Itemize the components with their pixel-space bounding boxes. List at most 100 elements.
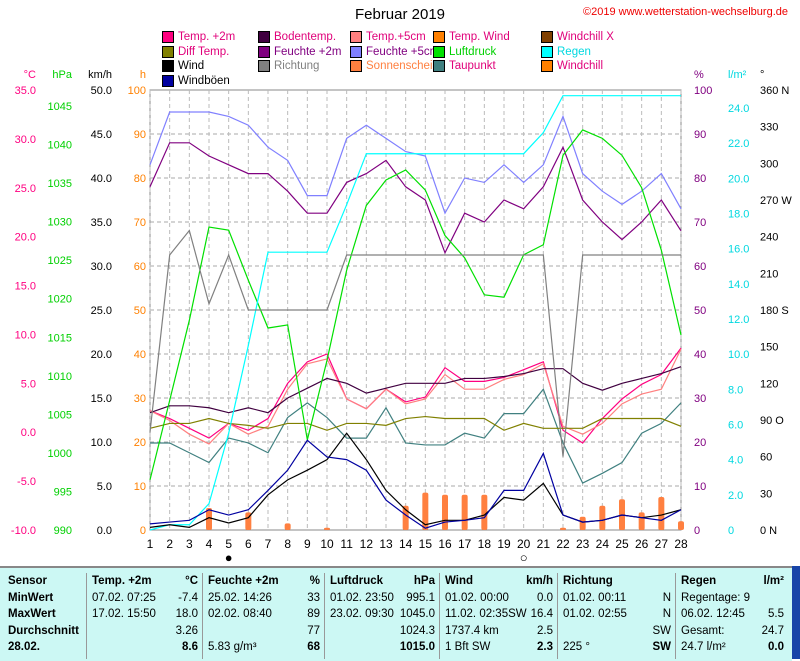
x-tick-label: 28 [674, 537, 688, 551]
sensor-label: 28.02. [8, 641, 40, 654]
stat-row: 77 [204, 623, 324, 640]
hours-tick-label: 50 [134, 305, 146, 317]
stat-value: 1045.0 [399, 608, 435, 621]
percent-tick-label: 80 [694, 173, 706, 185]
stat-label: 24.7 l/m² [681, 641, 726, 654]
sensor-label: MaxWert [8, 608, 56, 621]
x-tick-label: 19 [497, 537, 511, 551]
percent-tick-label: 0 [694, 525, 700, 537]
legend-label: Regen [557, 45, 591, 58]
rain-tick-label: 24.0 [728, 103, 749, 115]
stat-row: Wind km/h [441, 573, 557, 590]
stat-value: 1015.0 [399, 641, 435, 654]
kmh-tick-label: 5.0 [97, 481, 112, 493]
stat-block: Luftdruck hPa 01.02. 23:50 995.1 23.02. 09:3… [326, 573, 440, 659]
stat-value: 89 [307, 608, 320, 621]
copyright: ©2019 www.wetterstation-wechselburg.de [583, 6, 788, 18]
stat-label: 1737.4 km [445, 624, 499, 637]
kmh-tick-label: 0.0 [97, 525, 112, 537]
hpa-tick-label: 1035 [48, 178, 72, 190]
statistics-panel: Sensor MinWert MaxWert Durchschnitt 28.0… [0, 566, 792, 661]
x-tick-label: 22 [556, 537, 570, 551]
sunshine-bar [284, 523, 291, 530]
hpa-tick-label: 1040 [48, 140, 72, 152]
stat-label: 17.02. 15:50 [92, 608, 156, 621]
x-tick-label: 15 [419, 537, 433, 551]
stat-value: 8.6 [182, 641, 198, 654]
degrees-tick-label: 270 W [760, 195, 792, 207]
kmh-tick-label: 50.0 [91, 85, 112, 97]
percent-axis-label: % [694, 69, 704, 81]
kmh-tick-label: 45.0 [91, 129, 112, 141]
stat-label: 01.02. 23:50 [330, 591, 394, 604]
stat-value: hPa [413, 575, 435, 587]
stat-label: 11.02. 02:35SW [445, 608, 527, 621]
stat-row: Richtung [559, 573, 675, 590]
hours-tick-label: 80 [134, 173, 146, 185]
kmh-tick-label: 25.0 [91, 305, 112, 317]
stat-label: Luftdruck [330, 575, 384, 587]
legend-label: Luftdruck [449, 45, 497, 58]
hpa-tick-label: 1000 [48, 448, 72, 460]
degrees-tick-label: 120 [760, 378, 778, 390]
hours-tick-label: 60 [134, 261, 146, 273]
kmh-tick-label: 30.0 [91, 261, 112, 273]
legend-label: Feuchte +5cm [366, 45, 440, 58]
legend-swatch [433, 31, 445, 43]
hours-tick-label: 70 [134, 217, 146, 229]
legend-item: Sonnenschein [350, 60, 439, 72]
legend-item: Windchill [541, 60, 603, 72]
legend-item: Taupunkt [433, 60, 496, 72]
legend-swatch [162, 31, 174, 43]
degrees-tick-label: 60 [760, 452, 772, 464]
percent-tick-label: 10 [694, 481, 706, 493]
legend-swatch [350, 45, 362, 58]
legend-label: Temp. Wind [449, 31, 510, 43]
stat-value: 0.0 [537, 591, 553, 604]
legend-label: Sonnenschein [366, 60, 439, 72]
rain-tick-label: 14.0 [728, 279, 749, 291]
percent-tick-label: 70 [694, 217, 706, 229]
degrees-tick-label: 300 [760, 158, 778, 170]
x-tick-label: 25 [615, 537, 629, 551]
legend-label: Windböen [178, 74, 230, 87]
legend-swatch [433, 60, 445, 72]
celsius-tick-label: -10.0 [11, 525, 36, 537]
kmh-axis-label: km/h [88, 69, 112, 81]
legend-swatch [350, 60, 362, 72]
percent-tick-label: 40 [694, 349, 706, 361]
percent-tick-label: 50 [694, 305, 706, 317]
legend-label: Windchill X [557, 31, 614, 43]
hours-tick-label: 100 [128, 85, 146, 97]
percent-tick-label: 100 [694, 85, 712, 97]
hours-tick-label: 90 [134, 129, 146, 141]
legend-item: Richtung [258, 60, 319, 72]
celsius-tick-label: 25.0 [15, 183, 36, 195]
series-line-regen [149, 95, 681, 531]
x-tick-label: 21 [537, 537, 551, 551]
series-line-temp-2m [149, 347, 682, 444]
stat-row: 1 Bft SW 2.3 [441, 639, 557, 656]
degrees-tick-label: 240 [760, 232, 778, 244]
stat-value: 77 [307, 624, 320, 637]
rain-tick-label: 18.0 [728, 209, 749, 221]
x-tick-label: 2 [166, 537, 173, 551]
stat-label: 02.02. 08:40 [208, 608, 272, 621]
degrees-tick-label: 360 N [760, 85, 789, 97]
stat-value: 68 [307, 641, 320, 654]
rain-tick-label: 8.0 [728, 384, 743, 396]
legend-swatch [541, 45, 553, 58]
kmh-tick-label: 40.0 [91, 173, 112, 185]
x-tick-label: 10 [320, 537, 334, 551]
sensor-label: Sensor [8, 575, 47, 587]
stat-value: 1024.3 [399, 624, 435, 637]
percent-tick-label: 30 [694, 393, 706, 405]
hpa-tick-label: 995 [54, 486, 72, 498]
stat-value: 16.4 [530, 608, 553, 621]
stat-value: 2.5 [537, 624, 553, 637]
hours-tick-label: 0 [140, 525, 146, 537]
stat-label: Feuchte +2m [208, 575, 279, 587]
stat-row: 25.02. 14:26 33 [204, 590, 324, 607]
x-tick-label: 23 [576, 537, 590, 551]
series-line-taupunkt [150, 387, 682, 484]
